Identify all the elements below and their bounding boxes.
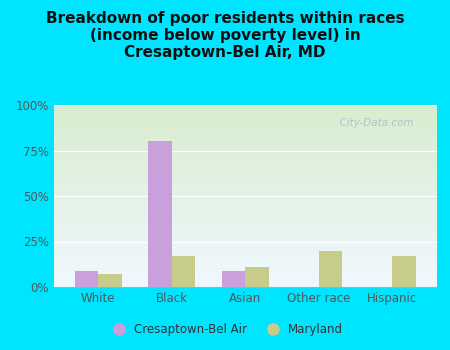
Bar: [148, 141, 172, 287]
Text: City-Data.com: City-Data.com: [333, 118, 414, 128]
Bar: [222, 271, 245, 287]
Bar: [98, 274, 122, 287]
Bar: [172, 256, 195, 287]
Bar: [245, 267, 269, 287]
Bar: [75, 271, 98, 287]
Text: Breakdown of poor residents within races
(income below poverty level) in
Cresapt: Breakdown of poor residents within races…: [46, 10, 404, 60]
Bar: [319, 251, 342, 287]
Legend: Cresaptown-Bel Air, Maryland: Cresaptown-Bel Air, Maryland: [102, 318, 348, 341]
Bar: [392, 256, 416, 287]
